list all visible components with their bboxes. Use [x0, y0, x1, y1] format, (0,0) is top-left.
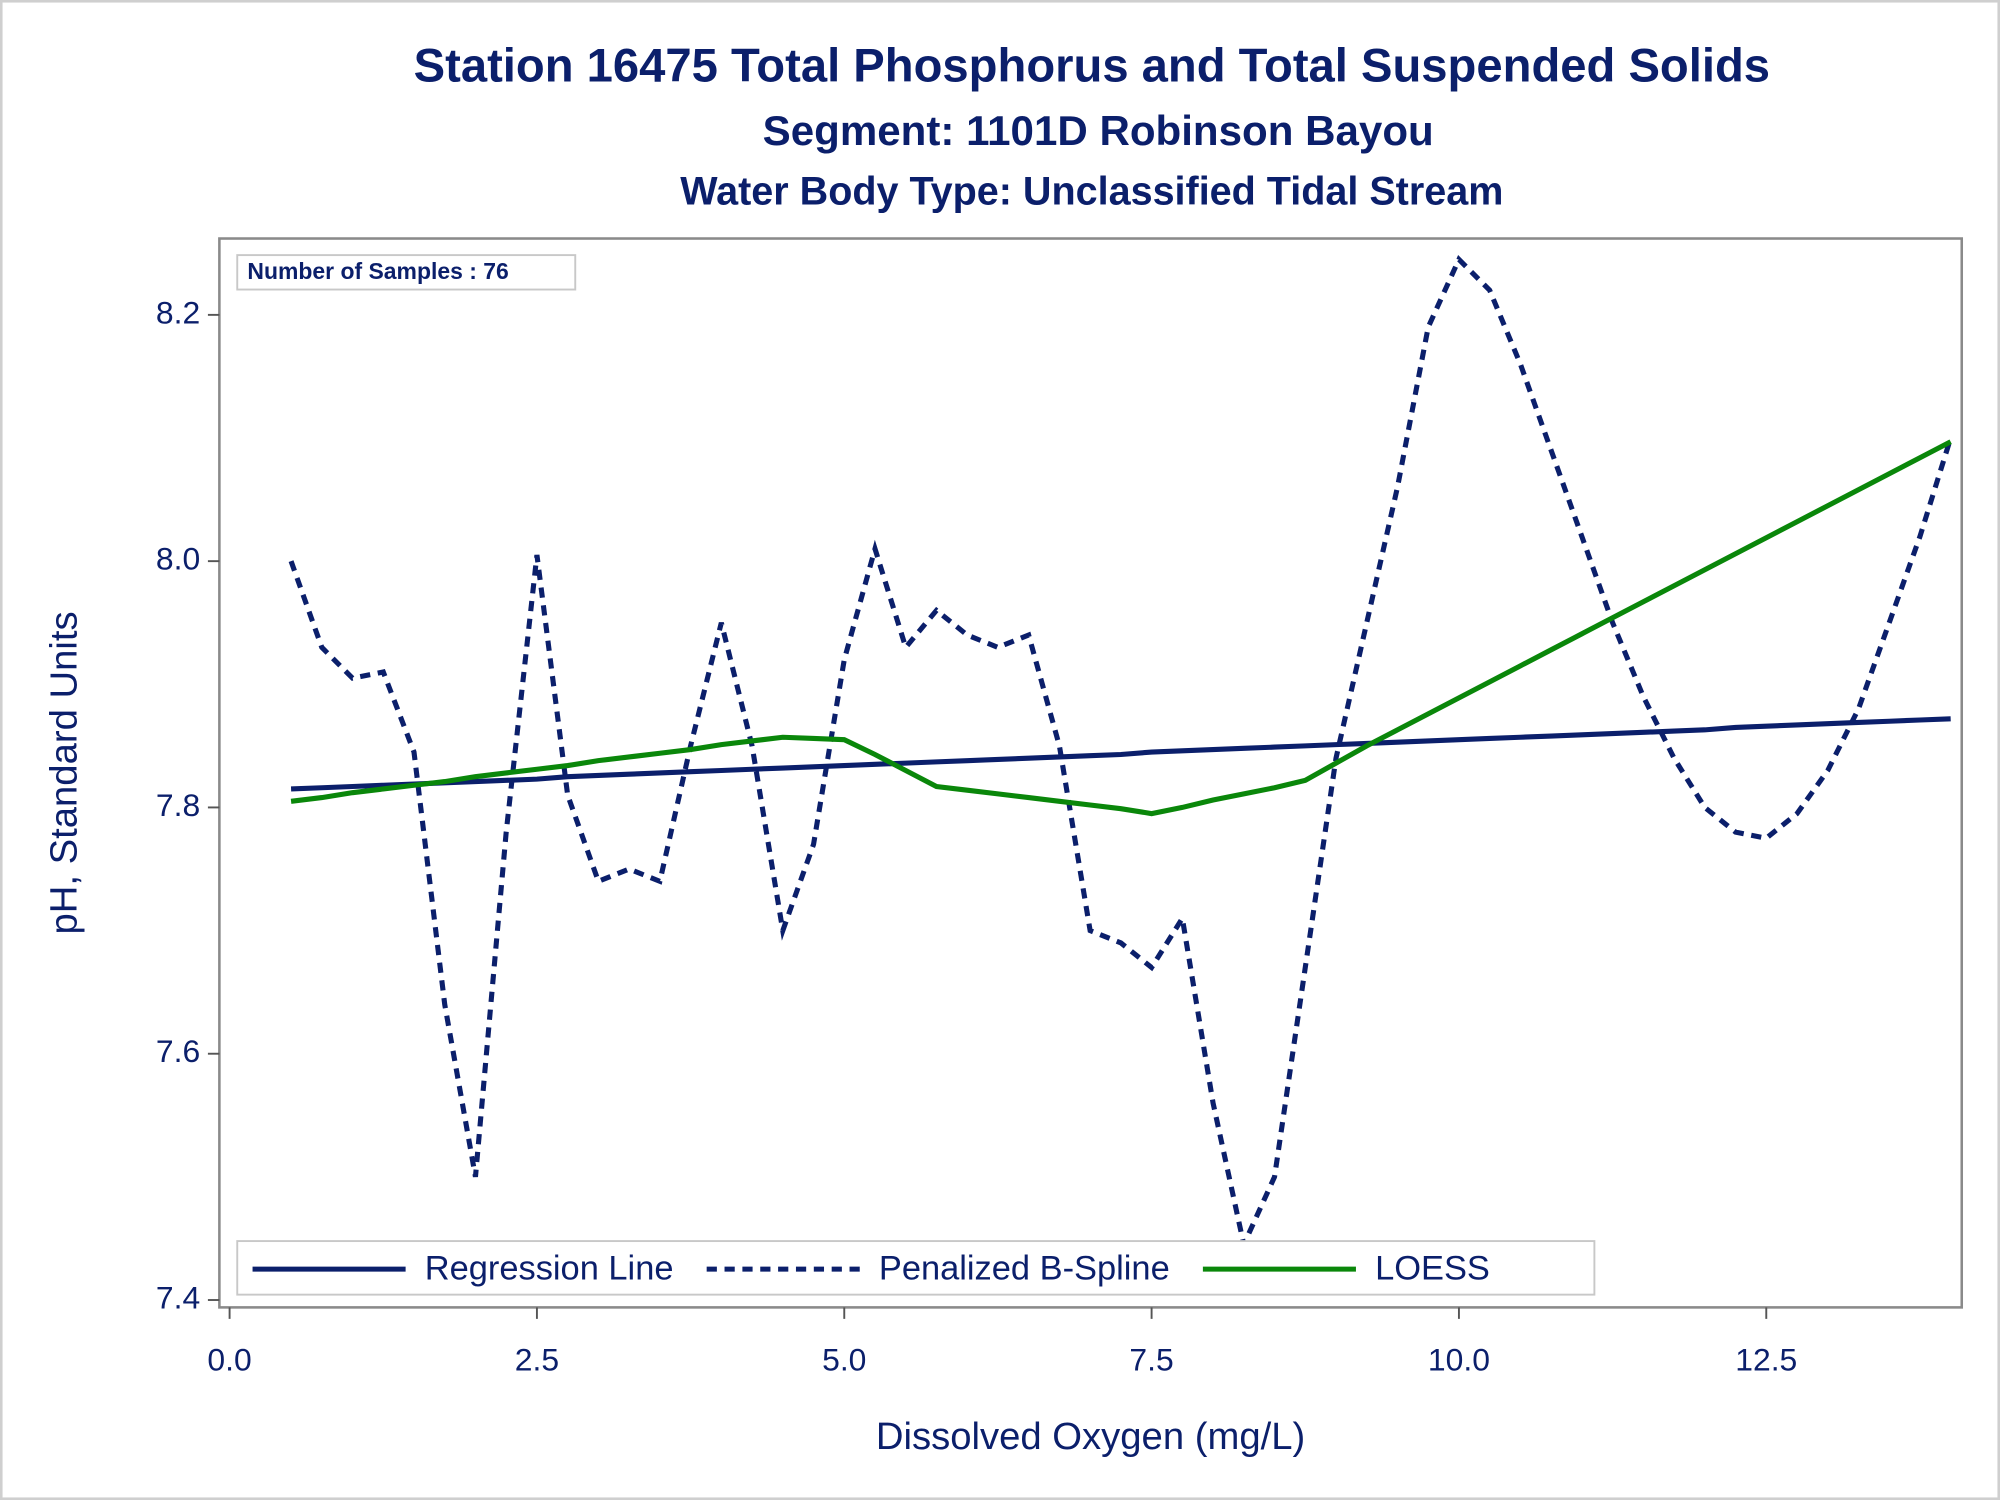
x-axis-label: Dissolved Oxygen (mg/L) — [876, 1415, 1305, 1458]
x-tick-label: 10.0 — [1428, 1342, 1490, 1378]
plot-frame — [218, 237, 1964, 1309]
legend-label: Penalized B-Spline — [879, 1250, 1170, 1288]
y-tick-label: 7.6 — [156, 1033, 200, 1069]
series-line — [290, 439, 1952, 817]
chart-subtitle: Segment: 1101D Robinson Bayou — [763, 107, 1434, 154]
x-tick-label: 5.0 — [822, 1342, 866, 1378]
x-tick-label: 7.5 — [1129, 1342, 1173, 1378]
y-tick-label: 7.4 — [156, 1279, 200, 1315]
y-tick-label: 8.2 — [156, 294, 200, 330]
series-line — [290, 716, 1951, 792]
annotation: Number of Samples : 76 — [247, 258, 508, 284]
legend-label: LOESS — [1375, 1250, 1490, 1288]
legend-box — [236, 1240, 1596, 1296]
series-line — [288, 255, 1954, 1253]
chart-subtitle: Water Body Type: Unclassified Tidal Stre… — [680, 169, 1503, 213]
y-tick-label: 8.0 — [156, 541, 200, 577]
y-tick-label: 7.8 — [156, 787, 200, 823]
chart-title: Station 16475 Total Phosphorus and Total… — [414, 39, 1770, 92]
x-tick-label: 0.0 — [207, 1342, 251, 1378]
y-axis-label: pH, Standard Units — [42, 611, 85, 934]
x-tick-label: 12.5 — [1735, 1342, 1797, 1378]
legend-label: Regression Line — [425, 1250, 674, 1288]
annotation-box — [236, 254, 577, 291]
x-tick-label: 2.5 — [515, 1342, 559, 1378]
